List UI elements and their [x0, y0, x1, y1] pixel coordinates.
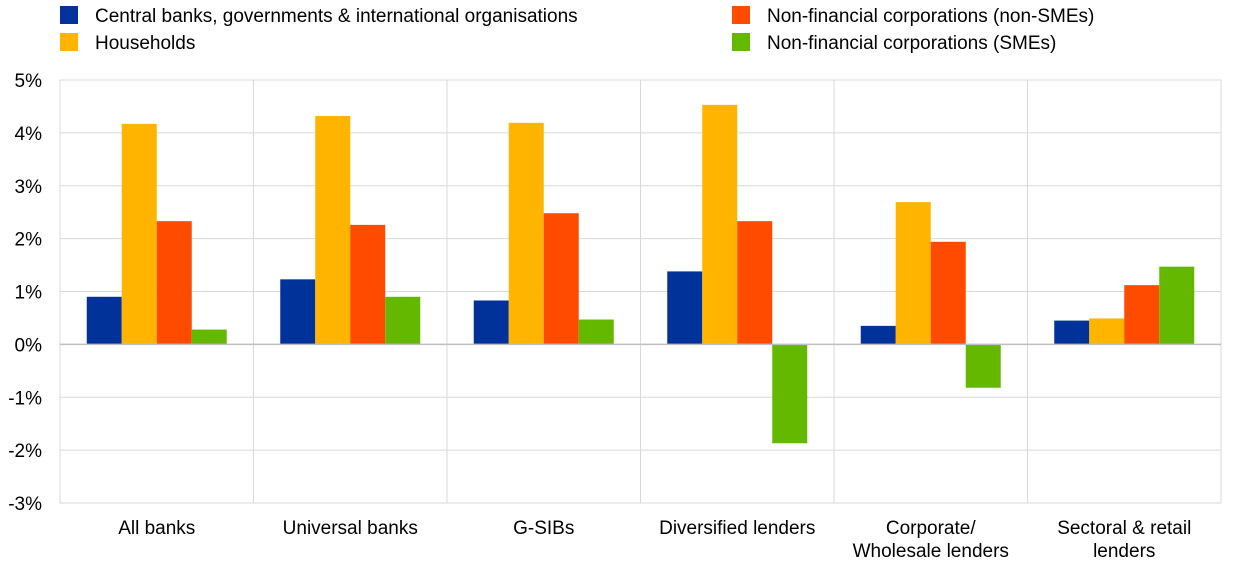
y-tick-label-4: 1%	[15, 283, 43, 304]
bar-1-1	[87, 297, 122, 345]
x-category-label-line: Diversified lenders	[659, 518, 815, 539]
x-category-label-line: Corporate/	[886, 518, 976, 539]
bar-4-4	[772, 344, 807, 443]
x-category-label-line: Sectoral & retail	[1057, 518, 1191, 539]
bar-2-1	[280, 279, 315, 344]
bar-5-4	[966, 344, 1001, 387]
bar-5-1	[861, 326, 896, 345]
y-axis-tick-labels: -3% -2% -1% 0% 1% 2% 3% 4% 5%	[8, 71, 42, 515]
legend-swatch-3	[732, 6, 750, 24]
bar-1-4	[192, 330, 227, 345]
x-category-label-line: Universal banks	[283, 518, 418, 539]
bar-3-1	[474, 300, 509, 344]
y-tick-label-2: -1%	[8, 388, 42, 409]
bar-5-2	[896, 202, 931, 344]
x-category-label-5: Corporate/Wholesale lenders	[853, 518, 1009, 562]
bar-1-2	[122, 124, 157, 344]
x-category-label-line: All banks	[118, 518, 195, 539]
y-tick-label-7: 4%	[15, 124, 43, 145]
legend-label-4: Non-financial corporations (SMEs)	[767, 33, 1056, 54]
x-category-label-line: lenders	[1093, 541, 1155, 562]
x-category-label-6: Sectoral & retail lenders	[1057, 518, 1191, 562]
bar-2-4	[385, 297, 420, 345]
y-tick-label-0: -3%	[8, 494, 42, 515]
bar-2-2	[315, 116, 350, 344]
x-category-label-3: G-SIBs	[513, 518, 574, 539]
bar-4-1	[667, 271, 702, 344]
bar-4-3	[737, 221, 772, 344]
x-axis-category-labels: All banks Universal banks G-SIBs Diversifie…	[118, 518, 1191, 562]
y-tick-label-1: -2%	[8, 441, 42, 462]
x-category-label-4: Diversified lenders	[659, 518, 815, 539]
x-category-label-line: Wholesale lenders	[853, 541, 1009, 562]
bar-6-4	[1159, 267, 1194, 345]
bar-6-2	[1089, 318, 1124, 344]
y-tick-label-6: 3%	[15, 177, 43, 198]
y-tick-label-8: 5%	[15, 71, 43, 92]
bar-1-3	[157, 221, 192, 344]
bar-3-3	[544, 213, 579, 344]
bar-4-2	[702, 105, 737, 345]
legend-swatch-4	[732, 33, 750, 51]
bar-6-1	[1054, 321, 1089, 345]
legend-label-3: Non-financial corporations (non-SMEs)	[767, 6, 1094, 27]
y-tick-label-3: 0%	[15, 335, 43, 356]
legend-swatch-1	[60, 6, 78, 24]
legend-label-1: Central banks, governments & internation…	[95, 6, 578, 27]
x-category-label-line: G-SIBs	[513, 518, 574, 539]
legend-label-2: Households	[95, 33, 195, 54]
y-tick-label-5: 2%	[15, 230, 43, 251]
bar-6-3	[1124, 285, 1159, 344]
bar-3-2	[509, 123, 544, 345]
bar-3-4	[579, 320, 614, 345]
bar-5-3	[931, 242, 966, 345]
legend-swatch-2	[60, 33, 78, 51]
bar-2-3	[350, 225, 385, 344]
x-category-label-1: All banks	[118, 518, 195, 539]
x-category-label-2: Universal banks	[283, 518, 418, 539]
legend: Central banks, governments & internation…	[60, 6, 1094, 54]
